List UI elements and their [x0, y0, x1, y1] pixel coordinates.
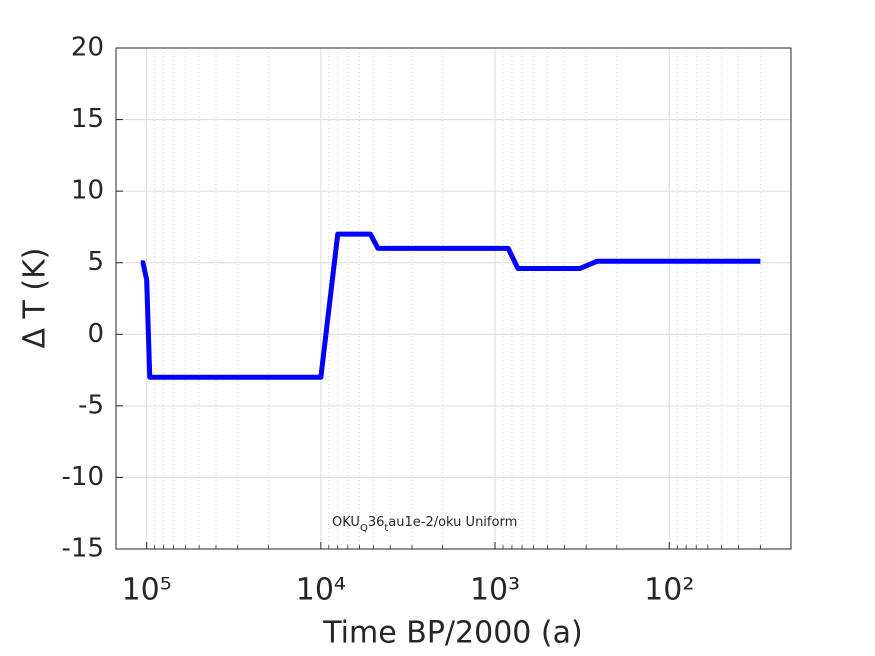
y-tick-label: 5 — [87, 247, 104, 277]
plot-area — [116, 48, 791, 549]
x-tick-label: 10² — [644, 573, 694, 608]
y-tick-label: 15 — [71, 104, 104, 134]
annotation-part: OKU — [332, 515, 360, 530]
annotation-subscript: Q — [360, 523, 368, 534]
annotation-part: 36 — [368, 515, 385, 530]
annotation-subscript: t — [384, 523, 388, 534]
y-tick-label: -15 — [62, 534, 104, 564]
x-tick-label: 10⁴ — [296, 573, 346, 608]
y-tick-label: -10 — [62, 462, 104, 492]
annotation: OKUQ36tau1e-2/oku Uniform — [332, 515, 517, 535]
y-tick-label: 10 — [71, 176, 104, 206]
y-axis-label: Δ T (K) — [18, 247, 53, 348]
data-line — [140, 231, 761, 380]
y-tick-label: -5 — [78, 390, 104, 420]
x-axis-label: Time BP/2000 (a) — [322, 616, 582, 651]
x-tick-label: 10⁵ — [122, 573, 172, 608]
annotation-part: au1e-2/oku Uniform — [388, 515, 517, 530]
x-tick-label: 10³ — [470, 573, 520, 608]
axes-box — [115, 47, 792, 550]
y-tick-label: 20 — [71, 33, 104, 63]
y-tick-label: 0 — [87, 319, 104, 349]
